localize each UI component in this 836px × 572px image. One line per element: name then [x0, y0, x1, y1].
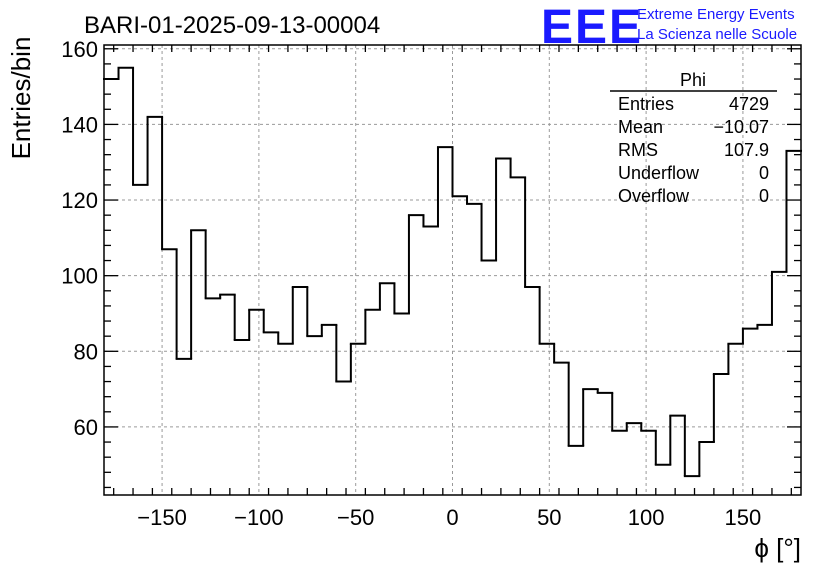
x-tick-label: −100	[234, 505, 284, 530]
x-tick-label: 100	[628, 505, 665, 530]
chart-title: BARI-01-2025-09-13-00004	[84, 12, 380, 39]
plot-frame	[103, 44, 802, 496]
stats-label-overflow: Overflow	[618, 186, 690, 206]
y-axis-title: Entries/bin	[6, 37, 36, 160]
x-tick-label: 150	[725, 505, 762, 530]
y-tick-label: 100	[61, 264, 98, 289]
stats-value-rms: 107.9	[724, 140, 769, 160]
stats-value-mean: −10.07	[713, 117, 769, 137]
histogram-bars	[103, 66, 802, 478]
stats-value-underflow: 0	[759, 163, 769, 183]
x-tick-label: −50	[337, 505, 374, 530]
eee-logo: EEE	[541, 1, 643, 54]
stats-name: Phi	[680, 70, 706, 90]
x-tick-label: −150	[137, 505, 187, 530]
brand-line-1: Extreme Energy Events	[637, 6, 795, 23]
x-axis-title: ϕ [°]	[754, 533, 801, 563]
stats-label-rms: RMS	[618, 140, 658, 160]
stats-label-entries: Entries	[618, 94, 674, 114]
y-tick-label: 140	[61, 112, 98, 137]
tick-labels: −150 −100 −50 0 50 100 150 60 80 100 120 140 160	[61, 37, 761, 530]
y-tick-label: 80	[74, 339, 98, 364]
stats-value-entries: 4729	[729, 94, 769, 114]
x-tick-label: 0	[446, 505, 458, 530]
y-tick-label: 60	[74, 415, 98, 440]
stats-label-mean: Mean	[618, 117, 663, 137]
stats-value-overflow: 0	[759, 186, 769, 206]
x-tick-label: 50	[537, 505, 561, 530]
axis-ticks	[104, 45, 801, 495]
y-tick-label: 120	[61, 188, 98, 213]
grid-lines	[104, 45, 801, 495]
y-tick-label: 160	[61, 37, 98, 62]
stats-label-underflow: Underflow	[618, 163, 700, 183]
brand-line-2: La Scienza nelle Scuole	[637, 26, 797, 43]
stats-box: Phi Entries 4729 Mean −10.07 RMS 107.9 U…	[610, 70, 777, 206]
